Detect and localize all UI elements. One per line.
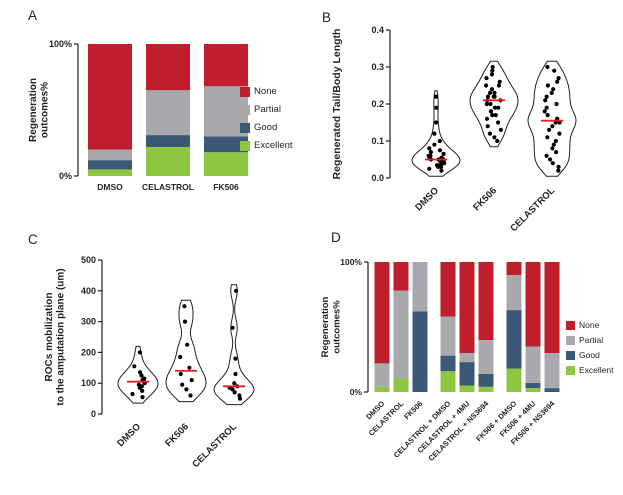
legend-label: Good: [579, 350, 600, 360]
svg-text:100%: 100%: [49, 39, 72, 49]
panel-d-stacked-bar-chart: 0%100%Regeneration outcomes%DMSOCELASTROL…: [320, 257, 560, 463]
svg-text:0.1: 0.1: [371, 136, 384, 146]
legend-item: Excellent: [240, 140, 293, 151]
panel-b-violin-chart: 0.0 0.1 0.2 0.3 0.4 Regenerated Tail/Body Len…: [331, 25, 577, 234]
svg-text:Regeneration: Regeneration: [320, 296, 331, 357]
legend-swatch-partial: [566, 335, 575, 345]
legend-panel-d: None Partial Good Excellent: [566, 320, 614, 380]
svg-text:to the amputation plane (um): to the amputation plane (um): [56, 268, 67, 405]
svg-text:200: 200: [81, 347, 96, 357]
svg-text:500: 500: [81, 255, 96, 265]
legend-label: Partial: [579, 335, 604, 345]
legend-swatch-none: [566, 320, 575, 330]
legend-swatch-excellent: [566, 365, 575, 375]
legend-label: Excellent: [254, 140, 293, 151]
legend-label: None: [254, 86, 277, 97]
svg-text:FK506: FK506: [471, 185, 499, 213]
svg-text:0.0: 0.0: [371, 173, 384, 183]
legend-swatch-partial: [240, 104, 250, 115]
legend-label: Good: [254, 122, 278, 133]
panel-label-d: D: [331, 230, 341, 245]
legend-item: Partial: [240, 104, 293, 115]
legend-panel-a: None Partial Good Excellent: [240, 86, 293, 158]
svg-text:FK506: FK506: [213, 182, 239, 192]
panel-label-b: B: [322, 10, 332, 25]
panel-c-violin-chart: 0 100 200 300 400 500 ROCs mobilization to the …: [44, 255, 255, 470]
svg-text:DMSO: DMSO: [97, 182, 123, 192]
legend-item: Good: [566, 350, 614, 360]
svg-text:CELASTROL: CELASTROL: [142, 182, 194, 192]
panel-label-a: A: [28, 8, 38, 23]
svg-text:0.2: 0.2: [371, 99, 384, 109]
svg-text:400: 400: [81, 286, 96, 296]
legend-label: Excellent: [579, 365, 614, 375]
legend-item: Good: [240, 122, 293, 133]
svg-text:100: 100: [81, 378, 96, 388]
svg-text:outcomes%: outcomes%: [332, 300, 343, 354]
svg-text:0%: 0%: [59, 171, 72, 181]
svg-text:100%: 100%: [340, 257, 362, 267]
legend-swatch-none: [240, 86, 250, 97]
svg-text:0.3: 0.3: [371, 62, 384, 72]
legend-item: Excellent: [566, 365, 614, 375]
legend-label: Partial: [254, 104, 281, 115]
svg-text:0%: 0%: [350, 387, 363, 397]
legend-item: None: [566, 320, 614, 330]
legend-item: None: [240, 86, 293, 97]
legend-item: Partial: [566, 335, 614, 345]
legend-swatch-good: [240, 122, 250, 133]
legend-label: None: [579, 320, 600, 330]
svg-text:DMSO: DMSO: [115, 421, 143, 449]
svg-text:ROCs mobilization: ROCs mobilization: [44, 293, 55, 382]
svg-text:outcomes%: outcomes%: [40, 82, 51, 138]
legend-swatch-excellent: [240, 140, 250, 151]
svg-text:0: 0: [91, 409, 96, 419]
svg-text:Regeneration: Regeneration: [28, 78, 39, 142]
svg-text:CELASTROL: CELASTROL: [190, 421, 239, 470]
svg-text:FK506: FK506: [163, 421, 191, 449]
svg-text:DMSO: DMSO: [413, 185, 441, 213]
svg-text:0.4: 0.4: [371, 25, 384, 35]
svg-text:Regenerated Tail/Body Length: Regenerated Tail/Body Length: [331, 29, 343, 180]
panel-label-c: C: [28, 232, 38, 247]
legend-swatch-good: [566, 350, 575, 360]
svg-text:300: 300: [81, 317, 96, 327]
svg-text:FK506: FK506: [402, 399, 424, 421]
